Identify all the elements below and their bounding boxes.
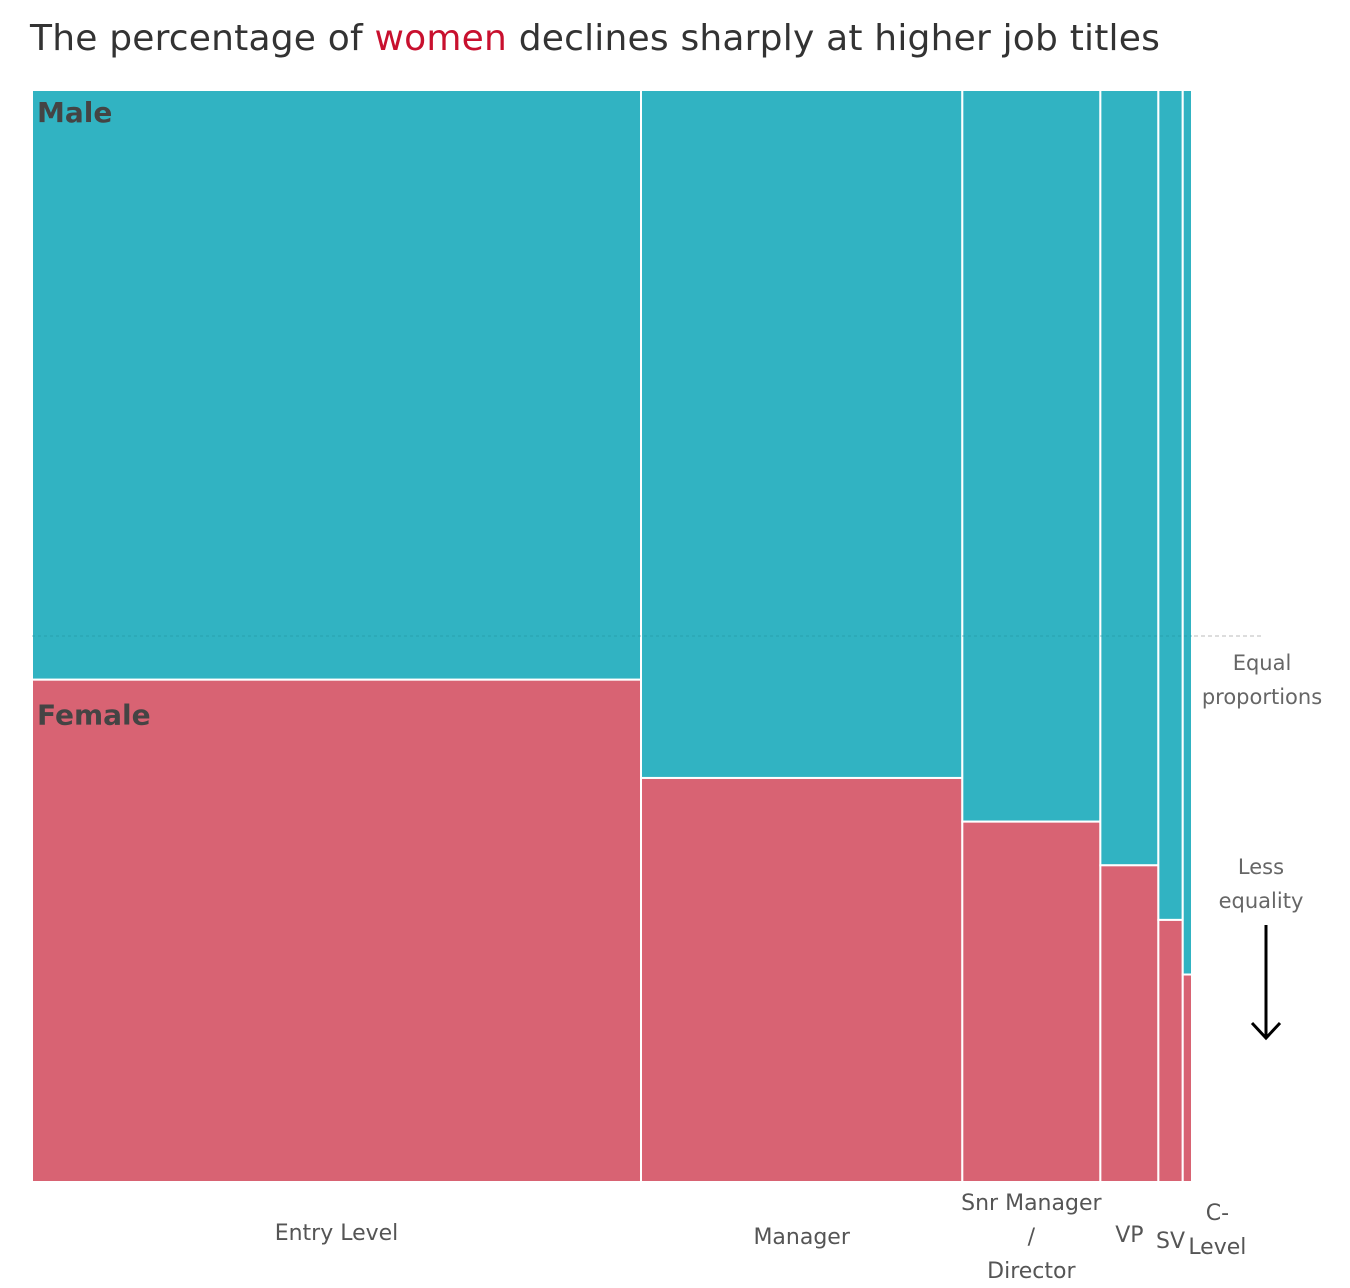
male-bar-sv: [1157, 89, 1184, 921]
less-equality-label-1: Less: [1238, 855, 1284, 879]
male-bar-manager: [640, 89, 964, 779]
female-bar-c-level: [1181, 973, 1193, 1184]
female-bar-vp: [1099, 864, 1160, 1183]
male-bar-entry-level: [31, 89, 642, 681]
female-bar-entry-level: [31, 678, 642, 1183]
category-label-manager: Manager: [753, 1225, 850, 1250]
category-label-c-level-2: Level: [1188, 1235, 1246, 1260]
less-equality-label-2: equality: [1219, 889, 1304, 913]
down-arrow-icon: [1250, 1021, 1282, 1041]
title-after: declines sharply at higher job titles: [507, 18, 1161, 59]
male-bar-snr-manager-director: [961, 89, 1102, 823]
category-label-snr-manager-director-2: /: [1028, 1225, 1036, 1250]
category-label-c-level-1: C-: [1206, 1201, 1229, 1226]
series-label-male: Male: [37, 96, 112, 129]
female-bar-manager: [640, 776, 964, 1184]
male-bar-vp: [1099, 89, 1160, 867]
female-bar-snr-manager-director: [961, 820, 1102, 1183]
category-label-vp: VP: [1115, 1223, 1143, 1248]
category-label-sv: SV: [1156, 1229, 1185, 1254]
equal-proportions-label-2: proportions: [1202, 685, 1322, 709]
category-label-snr-manager-director-3: Director: [987, 1259, 1076, 1284]
series-label-female: Female: [37, 699, 151, 732]
equal-proportions-label-1: Equal: [1233, 651, 1292, 675]
female-bar-sv: [1157, 918, 1184, 1183]
title-highlight: women: [374, 18, 508, 59]
category-label-entry-level: Entry Level: [275, 1221, 399, 1246]
category-label-snr-manager-director-1: Snr Manager: [961, 1191, 1102, 1216]
title-before: The percentage of: [30, 18, 375, 59]
chart-title: The percentage of women declines sharply…: [30, 18, 1160, 59]
male-bar-c-level: [1181, 89, 1193, 976]
